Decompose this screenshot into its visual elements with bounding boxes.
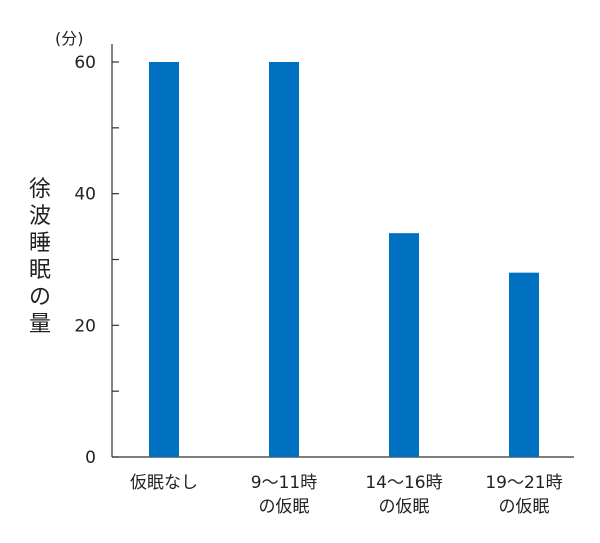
x-category-label: 19〜21時の仮眠 <box>485 473 562 517</box>
y-axis-label: 徐波睡眠の量 <box>29 177 51 337</box>
x-category-label: 仮眠なし <box>130 473 198 493</box>
y-tick-label: 0 <box>85 448 96 468</box>
y-unit-label: (分) <box>55 29 84 48</box>
x-category-label: 14〜16時の仮眠 <box>365 473 442 517</box>
bar <box>269 62 299 457</box>
x-category-label: 9〜11時の仮眠 <box>251 473 317 517</box>
y-axis-ticks: 0 20 40 60 <box>74 53 119 468</box>
y-tick-label: 60 <box>74 53 96 73</box>
bar <box>149 62 179 457</box>
y-axis-title: 徐波睡眠の量 <box>29 177 51 337</box>
bars <box>149 62 539 457</box>
bar <box>509 272 539 457</box>
bar <box>389 233 419 457</box>
y-tick-label: 40 <box>74 185 96 205</box>
y-tick-label: 20 <box>74 316 96 336</box>
x-axis-labels: 仮眠なし 9〜11時の仮眠 14〜16時の仮眠 19〜21時の仮眠 <box>130 473 563 517</box>
axes <box>111 44 574 458</box>
